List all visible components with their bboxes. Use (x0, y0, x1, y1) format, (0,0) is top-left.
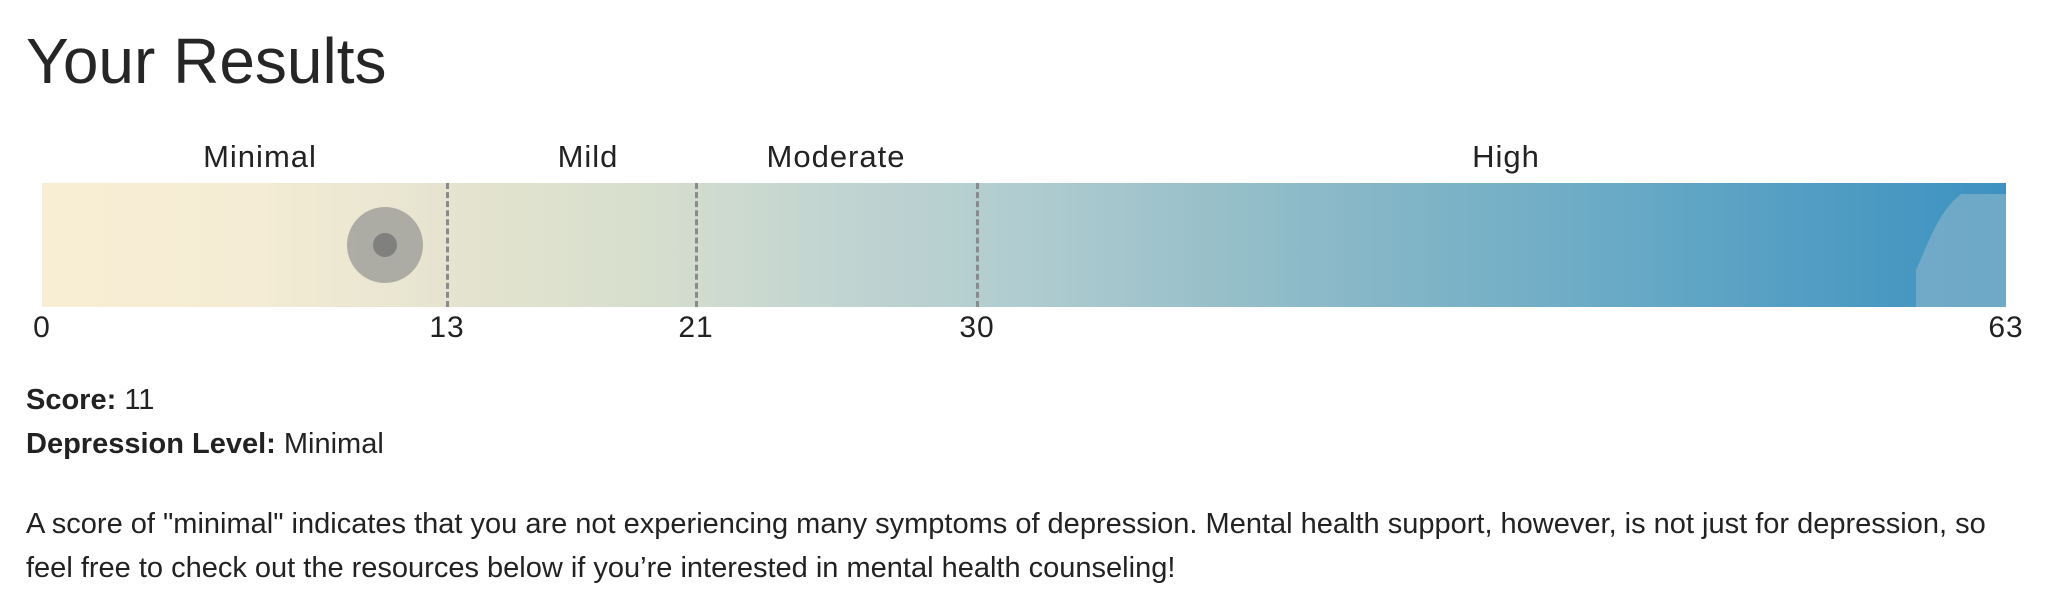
scale-end-shape (1916, 194, 2006, 307)
depression-scale-gauge: Minimal Mild Moderate High 0 13 21 30 63 (33, 139, 2024, 344)
tick-label-0: 0 (33, 311, 51, 344)
tick-label-21: 21 (678, 311, 714, 344)
tick-label-63: 63 (1988, 311, 2024, 344)
result-description: A score of "minimal" indicates that you … (26, 508, 1986, 584)
band-label-mild: Mild (557, 139, 619, 174)
score-marker-dot (373, 233, 397, 257)
tick-label-30: 30 (959, 311, 995, 344)
depression-level-label: Depression Level: (26, 428, 276, 460)
gradient-scale-bar (42, 183, 2006, 307)
band-label-minimal: Minimal (203, 139, 317, 174)
band-divider-21 (695, 183, 698, 307)
depression-level-line: Depression Level: Minimal (26, 426, 384, 462)
score-label: Score: (26, 384, 117, 416)
score-value: 11 (124, 384, 155, 416)
band-label-moderate: Moderate (766, 139, 906, 174)
band-divider-13 (446, 183, 449, 307)
band-label-high: High (1472, 139, 1540, 174)
score-line: Score: 11 (26, 382, 154, 418)
depression-level-value: Minimal (283, 428, 384, 460)
score-marker (347, 207, 423, 283)
page-title: Your Results (26, 25, 387, 97)
band-divider-30 (976, 183, 979, 307)
tick-label-13: 13 (429, 311, 465, 344)
